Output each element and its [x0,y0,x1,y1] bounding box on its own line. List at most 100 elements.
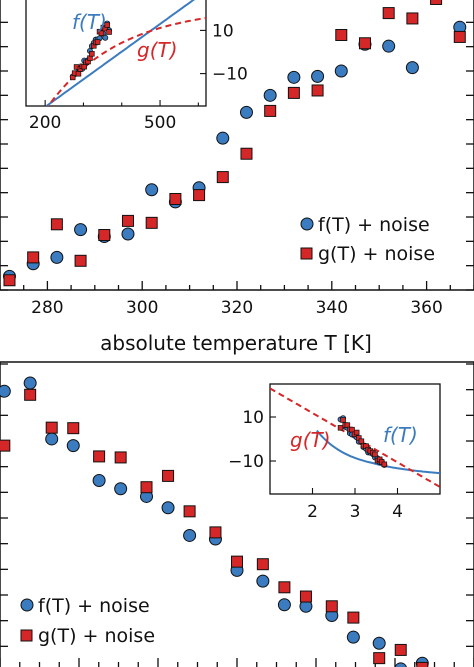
bottom-points [0,376,429,667]
top-points [2,0,467,287]
top-g-point [406,12,419,25]
bottom-f-point [92,474,106,488]
bottom-f-point [277,598,291,612]
bottom-legend-text-g: g(T) + noise [38,625,155,647]
top-g-point [430,0,443,5]
top-f-point [382,39,396,53]
top-g-point [98,229,111,242]
bottom-g-point [0,439,11,452]
top-g-point [74,254,87,267]
top-legend-text-f: f(T) + noise [318,214,430,236]
top-inset-label-g: g(T) [137,38,178,62]
top-x-tick-label: 360 [410,298,442,318]
bottom-inset-g-point [381,461,388,468]
bottom-inset-x-tick-label: 2 [307,502,318,522]
bottom-inset-x-tick-label: 3 [350,502,361,522]
top-f-point [74,223,88,237]
bottom-inset-g-point [353,429,360,436]
top-inset-frame [25,0,207,107]
bottom-g-point [231,555,243,568]
top-legend-marker-g [300,247,313,260]
top-inset-g-point [104,22,110,28]
top-f-point [50,250,64,264]
bottom-inset-x-tick-label: 4 [392,502,403,522]
bottom-g-point [183,505,196,518]
top-x-axis-label: absolute temperature T [K] [100,331,372,355]
top-g-point [193,189,206,202]
top-legend-text-g: g(T) + noise [318,243,435,265]
bottom-g-point [416,661,429,667]
bottom-inset-g-point [340,417,346,423]
bottom-f-point [161,501,175,515]
bottom-inset-g-point [358,438,365,444]
bottom-legend-text-f: f(T) + noise [38,595,150,617]
bottom-g-point [347,611,360,624]
bottom-legend-entry-f: f(T) + noise [20,595,150,617]
bottom-inset-g-point [372,451,378,458]
top-f-point [239,105,253,119]
top-inset-g-point [94,39,101,45]
bottom-legend-marker-f [20,598,34,612]
top-g-point [169,192,182,205]
top-g-point [145,216,158,229]
top-g-point [3,274,16,287]
bottom-inset-g-curve [270,387,440,488]
top-x-tick-label: 280 [31,298,63,318]
top-inset: 200 500 10 −10 f(T) g(T) [25,0,248,133]
bottom-f-point [394,662,407,667]
bottom-g-point [394,643,407,656]
bottom-inset: 2 3 4 10 −10 f(T) g(T) [228,383,441,522]
top-f-point [263,88,277,102]
bottom-g-point [67,422,80,435]
bottom-inset-curves [270,387,440,488]
top-inset-y-tick-label: −10 [212,65,248,85]
top-g-point [264,104,277,117]
top-inset-x-tick-label: 500 [144,113,176,133]
top-f-point [334,64,348,78]
bottom-plot-frame [0,361,474,667]
top-f-point [145,183,159,197]
bottom-g-point [278,581,291,594]
top-inset-content: 200 500 10 −10 [29,0,248,133]
bottom-g-point [93,450,106,463]
bottom-g-point [256,558,269,571]
top-g-point [216,171,229,184]
top-legend-entry-f: f(T) + noise [300,214,430,236]
top-legend: f(T) + noise g(T) + noise [300,214,435,265]
top-g-point [382,7,395,20]
top-inset-g-point [98,30,105,36]
bottom-g-point [162,469,175,482]
bottom-inset-label-g: g(T) [290,428,331,452]
bottom-inset-label-f: f(T) [383,423,418,447]
top-inset-curves [44,0,206,106]
bottom-f-point [346,630,360,644]
bottom-inset-y-tick-label: −10 [228,452,264,472]
bottom-f-point [114,482,128,496]
bottom-g-point [209,526,222,539]
top-f-point [121,227,135,241]
bottom-inset-y-tick-label: 10 [242,408,264,428]
top-g-point [240,147,253,160]
bottom-g-point [299,590,312,603]
bottom-g-point [325,600,338,613]
top-g-point [358,37,371,50]
bottom-f-point [0,384,11,398]
bottom-legend: f(T) + noise g(T) + noise [20,595,155,647]
bottom-panel: f(T) + noise g(T) + noise 2 3 4 10 −10 f(T) … [0,361,474,667]
bottom-f-point [372,636,386,650]
top-x-tick-label: 340 [316,298,348,318]
top-g-point [453,30,466,43]
top-f-point [405,61,419,75]
bottom-g-point [24,388,37,401]
top-inset-f-point [102,34,109,41]
top-inset-g-point [81,63,87,70]
top-g-point [50,218,63,231]
bottom-ticks [0,363,474,667]
top-inset-g-point [106,29,112,35]
bottom-f-point [45,432,59,446]
bottom-f-point [256,574,270,588]
bottom-g-point [45,421,58,434]
top-x-tick-label: 320 [221,298,253,318]
top-panel: 280 300 320 340 360 absolute temperature T [… [0,0,474,355]
